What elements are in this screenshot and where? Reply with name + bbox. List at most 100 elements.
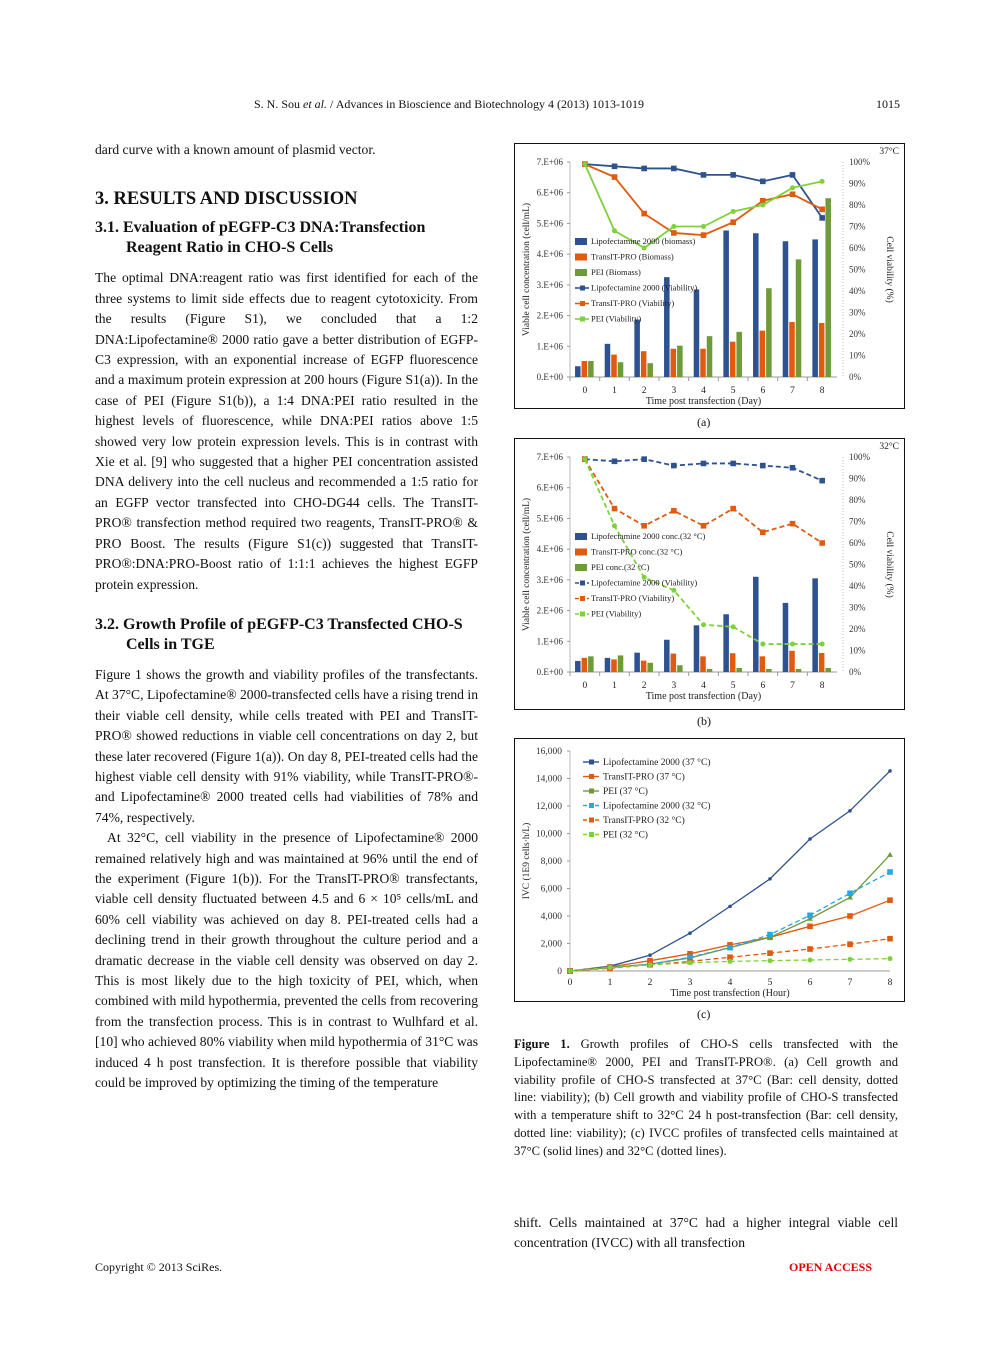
svg-text:0: 0 (568, 978, 573, 988)
svg-text:100%: 100% (849, 452, 871, 462)
svg-text:PEI (37 °C): PEI (37 °C) (603, 786, 648, 797)
svg-text:Lipofectamine 2000 (biomass): Lipofectamine 2000 (biomass) (591, 236, 696, 246)
running-title: S. N. Sou et al. / Advances in Bioscienc… (254, 97, 644, 112)
chart-c-svg: 0 2,000 4,000 6,000 8,000 10,000 12,000 14,000 1… (521, 747, 893, 999)
svg-text:10%: 10% (849, 646, 866, 656)
svg-text:5: 5 (731, 386, 736, 396)
svg-text:TransIT-PRO (37 °C): TransIT-PRO (37 °C) (603, 772, 685, 783)
svg-text:7: 7 (790, 386, 795, 396)
svg-text:8,000: 8,000 (541, 857, 563, 867)
svg-text:3.E+06: 3.E+06 (537, 280, 564, 290)
svg-text:6: 6 (760, 386, 765, 396)
svg-text:6,000: 6,000 (541, 885, 563, 895)
svg-text:10,000: 10,000 (536, 830, 562, 840)
svg-text:Lipofectamine 2000 (Viability): Lipofectamine 2000 (Viability) (591, 283, 697, 293)
svg-text:70%: 70% (849, 222, 866, 232)
copyright: Copyright © 2013 SciRes. (95, 1260, 223, 1274)
svg-text:2: 2 (642, 386, 647, 396)
running-title-journal: / Advances in Bioscience and Biotechnolo… (327, 97, 644, 111)
svg-text:4: 4 (701, 681, 706, 691)
svg-text:Time post transfection (Day): Time post transfection (Day) (646, 691, 761, 702)
svg-text:4.E+06: 4.E+06 (537, 249, 564, 259)
svg-text:37°C: 37°C (879, 146, 899, 157)
svg-text:80%: 80% (849, 495, 866, 505)
svg-text:60%: 60% (849, 243, 866, 253)
svg-text:7: 7 (790, 681, 795, 691)
running-title-authors: S. N. Sou (254, 97, 304, 111)
svg-text:14,000: 14,000 (536, 775, 562, 785)
subsection-1-heading: 3.1. Evaluation of pEGFP-C3 DNA:Transfec… (95, 219, 426, 257)
running-title-etal: et al. (303, 97, 328, 111)
svg-text:Time post transfection (Day): Time post transfection (Day) (646, 396, 761, 407)
svg-text:0.E+00: 0.E+00 (537, 372, 564, 382)
svg-text:40%: 40% (849, 286, 866, 296)
svg-text:PEI (32 °C): PEI (32 °C) (603, 830, 648, 841)
figure-1a-label: (a) (697, 415, 711, 429)
svg-text:7: 7 (848, 978, 853, 988)
svg-text:6.E+06: 6.E+06 (537, 483, 564, 493)
svg-text:100%: 100% (849, 157, 871, 167)
svg-text:4: 4 (701, 386, 706, 396)
svg-text:3: 3 (671, 386, 676, 396)
svg-text:Viable cell concentration (cel: Viable cell concentration (cell/mL) (521, 498, 532, 631)
svg-text:Time post transfection (Hour): Time post transfection (Hour) (670, 988, 789, 999)
svg-text:5.E+06: 5.E+06 (537, 513, 564, 523)
svg-text:5: 5 (731, 681, 736, 691)
subsection-1-paragraph: The optimal DNA:reagent ratio was first … (95, 270, 478, 592)
svg-text:32°C: 32°C (879, 441, 899, 452)
svg-text:50%: 50% (849, 265, 866, 275)
svg-text:PEI (Viability): PEI (Viability) (591, 314, 641, 324)
section-heading: 3. RESULTS AND DISCUSSION (95, 189, 358, 210)
svg-text:TransIT-PRO conc.(32 °C): TransIT-PRO conc.(32 °C) (591, 547, 682, 557)
figure-1b-label: (b) (697, 714, 711, 728)
svg-text:4,000: 4,000 (541, 912, 563, 922)
figure-1a-chart: 0.E+00 1.E+06 2.E+06 3.E+06 4.E+06 5.E+06 6.E+… (514, 143, 905, 409)
figure-1b-chart: 0.E+00 1.E+06 2.E+06 3.E+06 4.E+06 5.E+06 6.E+… (514, 438, 905, 710)
svg-text:10%: 10% (849, 351, 866, 361)
svg-text:16,000: 16,000 (536, 747, 562, 757)
chart-a-svg: 0.E+00 1.E+06 2.E+06 3.E+06 4.E+06 5.E+06 6.E+… (521, 146, 899, 407)
svg-text:0%: 0% (849, 372, 862, 382)
svg-text:6: 6 (808, 978, 813, 988)
svg-text:7.E+06: 7.E+06 (537, 452, 564, 462)
svg-text:0: 0 (557, 967, 562, 977)
svg-text:6: 6 (760, 681, 765, 691)
caption-text: Growth profiles of CHO-S cells transfect… (514, 1037, 898, 1158)
svg-text:30%: 30% (849, 603, 866, 613)
svg-text:TransIT-PRO (32 °C): TransIT-PRO (32 °C) (603, 815, 685, 826)
svg-text:3.E+06: 3.E+06 (537, 575, 564, 585)
svg-text:7.E+06: 7.E+06 (537, 157, 564, 167)
svg-text:2.E+06: 2.E+06 (537, 606, 564, 616)
svg-text:90%: 90% (849, 179, 866, 189)
svg-text:Lipofectamine 2000 (32 °C): Lipofectamine 2000 (32 °C) (603, 801, 710, 812)
svg-text:8: 8 (888, 978, 893, 988)
right-column-continuation: shift. Cells maintained at 37°C had a hi… (514, 1215, 898, 1251)
svg-text:5: 5 (768, 978, 773, 988)
svg-text:Lipofectamine 2000 (37 °C): Lipofectamine 2000 (37 °C) (603, 757, 710, 768)
svg-text:4: 4 (728, 978, 733, 988)
svg-text:8: 8 (820, 681, 825, 691)
svg-text:50%: 50% (849, 560, 866, 570)
caption-title: Figure 1. (514, 1037, 570, 1051)
left-column: dard curve with a known amount of plasmi… (95, 140, 478, 1093)
figure-caption: Figure 1. Growth profiles of CHO-S cells… (514, 1036, 898, 1161)
page-number: 1015 (876, 97, 900, 111)
svg-text:5.E+06: 5.E+06 (537, 218, 564, 228)
svg-text:PEI (Biomass): PEI (Biomass) (591, 267, 641, 277)
svg-text:12,000: 12,000 (536, 802, 562, 812)
svg-text:20%: 20% (849, 329, 866, 339)
subsection-2-heading: 3.2. Growth Profile of pEGFP-C3 Transfec… (95, 615, 463, 653)
open-access-badge: OPEN ACCESS (789, 1260, 873, 1274)
svg-text:IVC (1E9 cells·h/L): IVC (1E9 cells·h/L) (521, 823, 532, 900)
svg-text:90%: 90% (849, 474, 866, 484)
svg-text:2: 2 (648, 978, 653, 988)
svg-text:PEI (Viability): PEI (Viability) (591, 609, 641, 619)
svg-text:3: 3 (688, 978, 693, 988)
svg-text:1: 1 (612, 386, 617, 396)
svg-text:40%: 40% (849, 581, 866, 591)
svg-text:Lipofectamine 2000 conc.(32 °C: Lipofectamine 2000 conc.(32 °C) (591, 531, 706, 541)
svg-text:4.E+06: 4.E+06 (537, 544, 564, 554)
svg-text:2,000: 2,000 (541, 940, 563, 950)
svg-text:TransIT-PRO (Biomass): TransIT-PRO (Biomass) (591, 252, 674, 262)
svg-text:60%: 60% (849, 538, 866, 548)
